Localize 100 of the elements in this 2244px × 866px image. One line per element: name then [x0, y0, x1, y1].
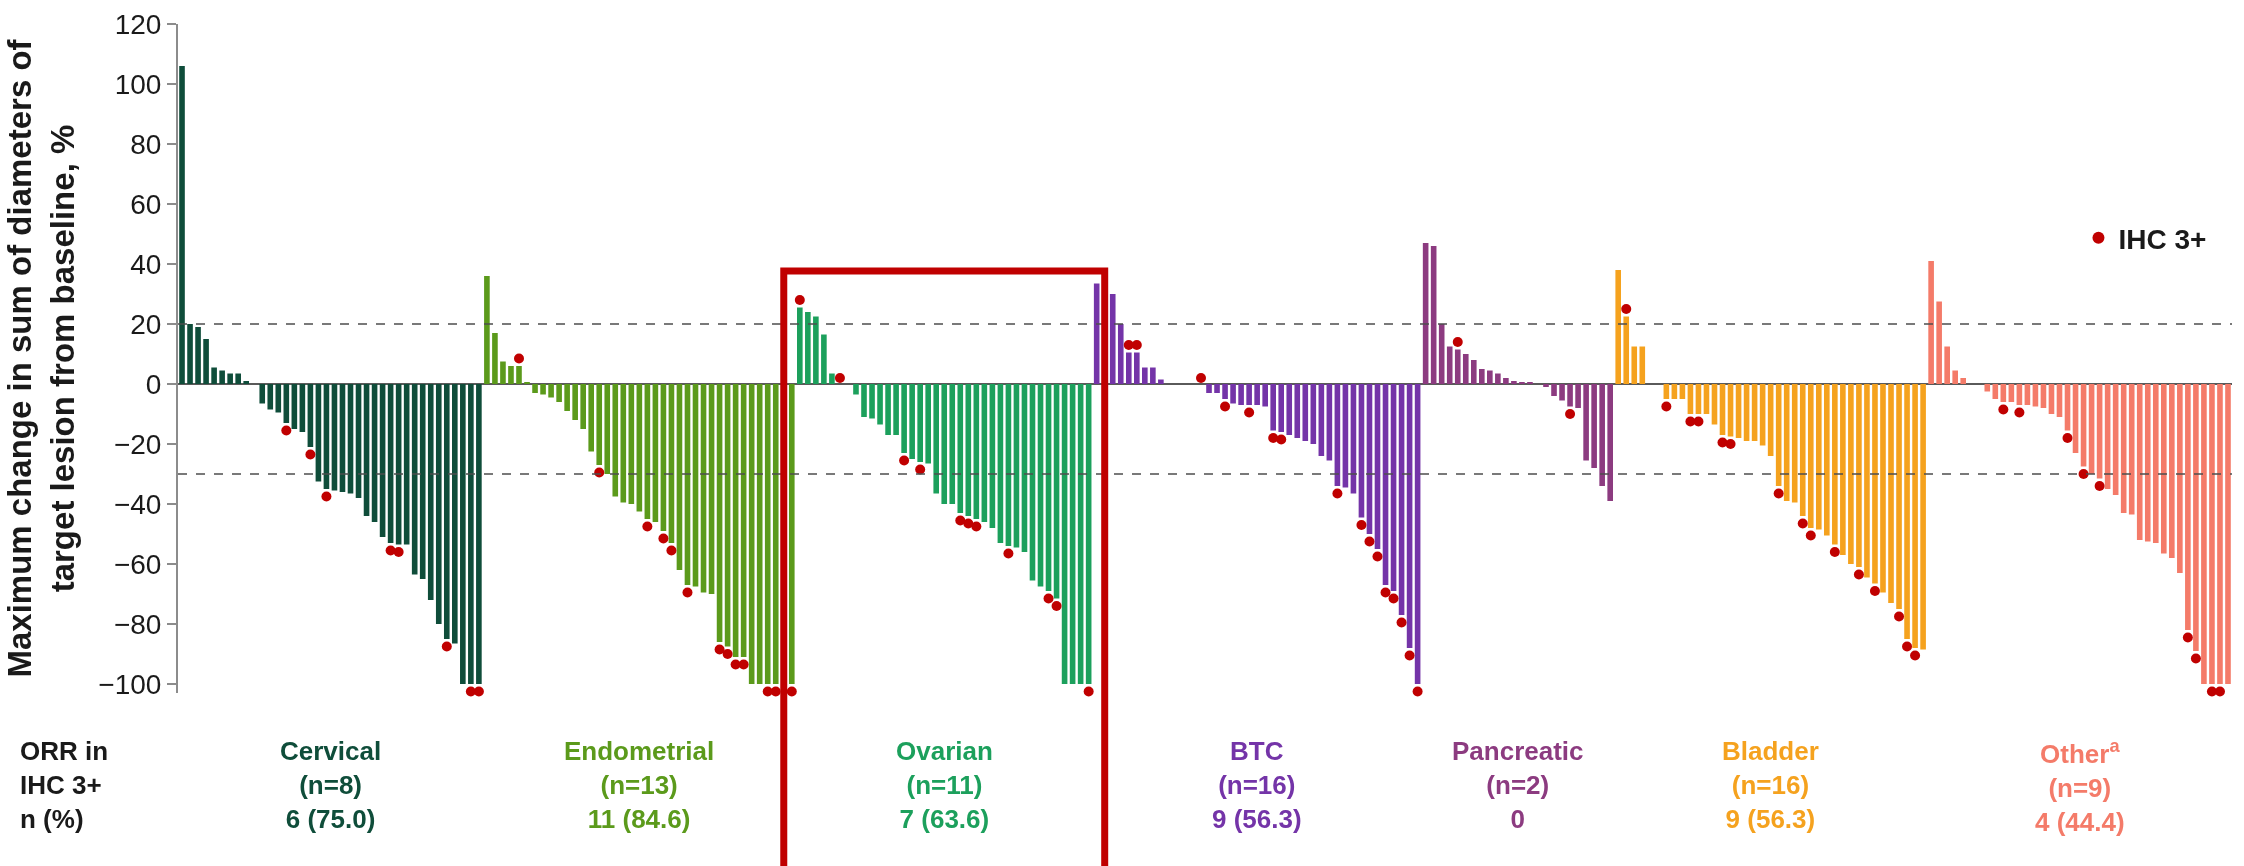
bar: [532, 384, 538, 393]
bar: [2169, 384, 2175, 558]
y-tick-label: −20: [113, 428, 162, 460]
bar: [1150, 367, 1156, 384]
bar: [1462, 354, 1469, 384]
bar: [259, 384, 266, 404]
bar: [1559, 384, 1565, 401]
y-tick-label: 60: [130, 188, 162, 220]
bar: [2144, 384, 2151, 542]
bar: [1495, 373, 1501, 384]
bar: [1551, 384, 1557, 396]
bar: [1952, 370, 1958, 384]
bar: [1848, 384, 1854, 564]
bar: [1158, 379, 1164, 384]
text: Ovarian (n=11) 7 (63.6): [896, 736, 993, 834]
bar: [411, 384, 418, 575]
bar: [1511, 381, 1517, 384]
bar: [941, 384, 948, 504]
bar: [419, 384, 426, 579]
bar: [756, 384, 763, 684]
bar: [267, 384, 274, 410]
y-tick-label: 0: [145, 368, 162, 400]
text: Cervical (n=8) 6 (75.0): [280, 736, 382, 834]
bar: [853, 384, 859, 395]
y-tick-label: 80: [130, 128, 162, 160]
bar: [1631, 346, 1638, 384]
bar: [821, 334, 827, 384]
bar: [1262, 384, 1268, 407]
bar: [2152, 384, 2159, 543]
bar: [2128, 384, 2135, 515]
bar: [1880, 384, 1886, 593]
bar: [235, 373, 241, 384]
bar: [1575, 384, 1581, 408]
text: Endometrial (n=13) 11 (84.6): [564, 736, 715, 834]
bar: [435, 384, 442, 624]
bar: [1607, 384, 1613, 501]
bar: [2136, 384, 2143, 540]
bar: [556, 384, 562, 402]
bar: [548, 384, 554, 398]
bar: [1302, 384, 1309, 441]
bar: [1543, 384, 1549, 387]
bar: [869, 384, 875, 419]
bar: [1864, 384, 1870, 578]
bar: [1615, 270, 1622, 384]
text: Bladder (n=16) 9 (56.3): [1722, 736, 1819, 834]
bar: [1326, 384, 1333, 461]
bar: [2177, 384, 2183, 573]
bar: [909, 384, 915, 459]
bar: [861, 384, 867, 417]
y-tick-label: 100: [114, 68, 162, 100]
bar: [1599, 384, 1605, 486]
bar: [925, 384, 931, 464]
bar: [2201, 384, 2207, 684]
bar: [1230, 384, 1236, 404]
bar: [1446, 346, 1453, 384]
bar: [219, 370, 225, 384]
bar: [1888, 384, 1894, 603]
bar: [1824, 384, 1830, 536]
bar: [492, 333, 498, 384]
y-tick-label: −40: [113, 488, 162, 520]
bar: [1479, 369, 1485, 384]
bar: [1117, 324, 1124, 384]
bar: [1294, 384, 1301, 438]
bar: [1214, 384, 1220, 393]
y-tick-label: −80: [113, 608, 162, 640]
bar: [580, 384, 586, 429]
y-tick-label: −60: [113, 548, 162, 580]
bar: [540, 384, 546, 395]
bar: [452, 384, 458, 644]
bar: [1254, 384, 1260, 405]
y-tick-label: −100: [98, 668, 162, 700]
bar: [1840, 384, 1846, 555]
bar: [1639, 346, 1646, 384]
bar: [949, 384, 956, 504]
bar: [885, 384, 891, 435]
bar: [203, 339, 209, 384]
bar: [227, 373, 233, 384]
bar: [1206, 384, 1212, 393]
bar: [877, 384, 883, 425]
bar: [1711, 384, 1718, 425]
bar: [1984, 384, 1991, 392]
bar: [1238, 384, 1244, 405]
bar: [1960, 378, 1967, 384]
bar: [805, 312, 811, 384]
bar: [564, 384, 570, 411]
text: Pancreatic (n=2) 0: [1452, 736, 1584, 834]
bar: [460, 384, 466, 684]
bar: [1591, 384, 1597, 468]
bar: [500, 361, 506, 384]
text: Other$^{a}$ (n=9) 4 (44.4): [2035, 736, 2125, 837]
bar: [813, 316, 819, 384]
legend-label: IHC 3+: [2118, 223, 2207, 255]
y-tick-label: 20: [130, 308, 162, 340]
bar: [933, 384, 940, 494]
bar: [1791, 384, 1798, 503]
bar: [195, 327, 201, 384]
bar: [1438, 324, 1445, 384]
bar: [604, 384, 611, 474]
bar: [2032, 384, 2039, 407]
bar: [1487, 370, 1493, 384]
